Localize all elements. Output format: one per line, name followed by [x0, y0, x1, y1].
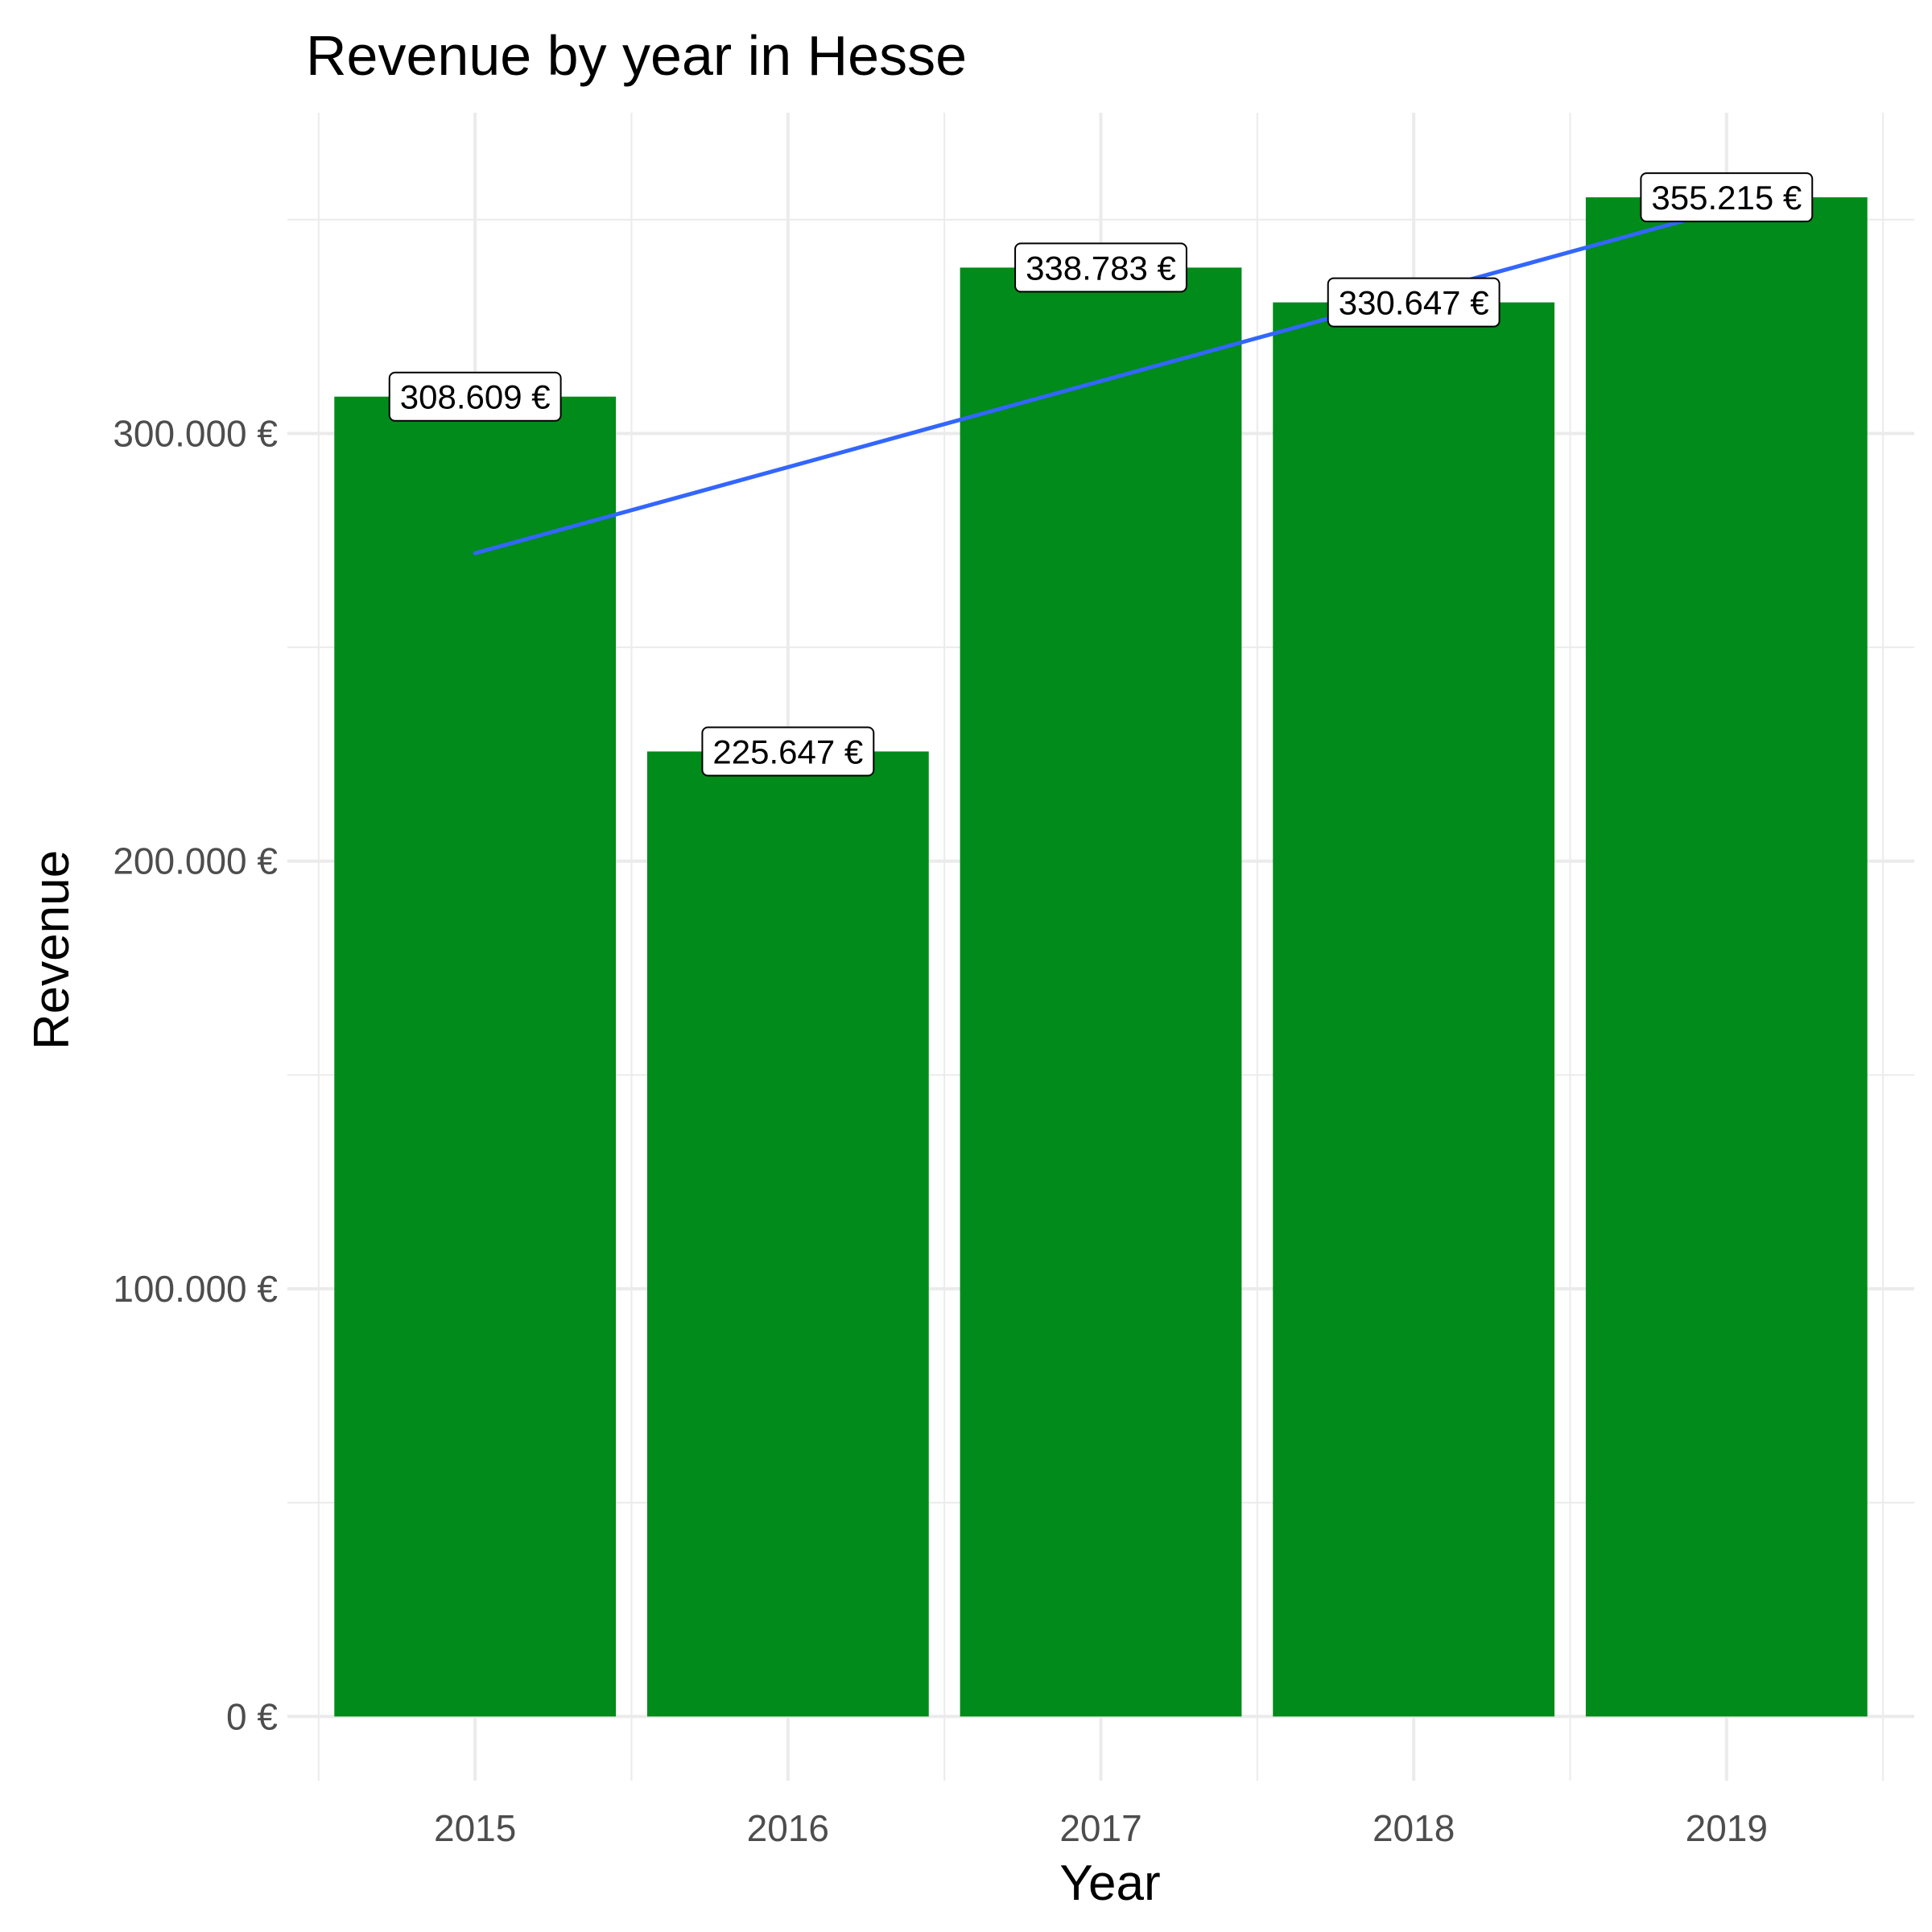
x-tick-label: 2018 — [1373, 1807, 1455, 1849]
value-label-2017: 338.783 € — [1014, 242, 1187, 293]
data-labels: 308.609 € 225.647 € 338.783 € 330.647 € 355.… — [388, 172, 1814, 777]
bar-2015 — [334, 396, 617, 1717]
y-tick-label: 100.000 € — [113, 1268, 278, 1310]
bar-2017 — [960, 267, 1242, 1717]
y-tick-label: 0 € — [226, 1695, 278, 1737]
chart-title: Revenue by year in Hesse — [306, 24, 967, 87]
value-label-text: 355.215 € — [1651, 179, 1802, 217]
value-label-box — [388, 371, 562, 422]
value-label-text: 308.609 € — [400, 378, 551, 416]
value-label-text: 225.647 € — [712, 733, 863, 770]
value-label-2016: 225.647 € — [701, 726, 875, 777]
x-tick-label: 2015 — [434, 1807, 516, 1849]
x-tick-label: 2019 — [1686, 1807, 1768, 1849]
trend-line — [473, 207, 1729, 555]
value-label-box — [1327, 277, 1501, 328]
bar-2016 — [646, 751, 929, 1717]
value-label-2019: 355.215 € — [1640, 172, 1814, 223]
value-label-text: 330.647 € — [1339, 284, 1489, 322]
x-tick-label: 2016 — [747, 1807, 829, 1849]
value-label-text: 338.783 € — [1026, 249, 1176, 287]
bar-2019 — [1585, 197, 1868, 1717]
trend-line-path — [473, 207, 1729, 555]
y-tick-label: 200.000 € — [113, 840, 278, 882]
y-tick-label: 300.000 € — [113, 412, 278, 454]
value-label-box — [1014, 242, 1187, 293]
value-label-2015: 308.609 € — [388, 371, 562, 422]
value-label-box — [701, 726, 875, 777]
x-tick-label: 2017 — [1059, 1807, 1141, 1849]
y-axis-ticks: 0 € 100.000 € 200.000 € 300.000 € — [113, 412, 278, 1737]
x-axis-title: Year — [1059, 1856, 1160, 1911]
value-label-box — [1640, 172, 1814, 223]
x-axis-ticks: 2015 2016 2017 2018 2019 — [434, 1807, 1768, 1849]
bars — [334, 197, 1868, 1717]
bar-2018 — [1273, 302, 1555, 1717]
value-label-2018: 330.647 € — [1327, 277, 1501, 328]
y-axis-title: Revenue — [24, 850, 80, 1050]
